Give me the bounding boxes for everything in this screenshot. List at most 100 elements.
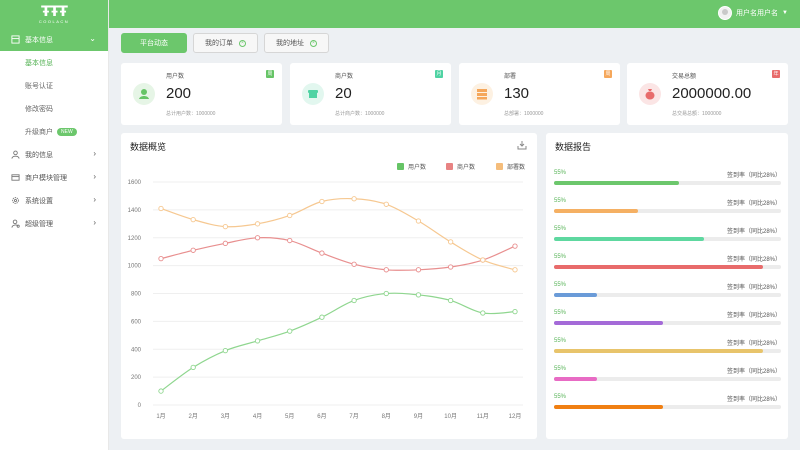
data-point (254, 221, 261, 227)
x-tick-label: 8月 (382, 413, 391, 420)
y-tick-label: 1400 (128, 208, 142, 214)
data-point (222, 223, 229, 230)
data-point (158, 256, 164, 262)
tab-label: 我的订单 (205, 40, 233, 47)
report-label: 签到率（同比28%） (726, 397, 781, 403)
sidebar-item-label: 商户模块管理 (25, 174, 67, 182)
chevron-right-icon: › (93, 149, 96, 158)
progress-fill (554, 209, 638, 213)
sidebar-subitem-basic-info[interactable]: 基本信息 (0, 51, 108, 74)
card-icon (11, 174, 20, 181)
stat-card-merchants: 商户数 20 总计商户数：1000000 月 (290, 63, 451, 125)
data-point (383, 290, 389, 297)
data-point (512, 267, 518, 273)
x-tick-label: 12月 (509, 413, 522, 420)
data-point (287, 237, 293, 244)
progress-track (554, 321, 781, 325)
data-point (447, 297, 454, 304)
progress-track (554, 181, 781, 185)
data-point (287, 212, 293, 219)
data-point (383, 201, 389, 207)
tab-my-address[interactable]: 我的地址 × (264, 33, 329, 53)
caret-down-icon: ▼ (782, 10, 788, 16)
report-percent: 55% (554, 366, 567, 372)
data-point (383, 267, 389, 273)
logo-mark: ŦŦŦ (41, 3, 68, 20)
data-point (351, 196, 357, 202)
report-label: 签到率（同比28%） (726, 313, 781, 319)
chevron-right-icon: › (93, 172, 96, 181)
legend-item-merchants[interactable]: 商户数 (446, 162, 475, 171)
user-icon (11, 150, 20, 159)
tab-platform-news[interactable]: 平台动态 (121, 33, 187, 53)
stat-title: 交易总额 (672, 74, 697, 80)
legend-item-deploy[interactable]: 部署数 (496, 162, 525, 171)
stat-subtitle: 总计商户数：1000000 (335, 111, 385, 117)
data-point (254, 235, 261, 241)
progress-fill (554, 181, 679, 185)
panel-title: 数据报告 (555, 142, 592, 152)
sidebar-subitem-label: 账号认证 (25, 82, 53, 90)
report-row: 55% 签到率（同比28%） (554, 198, 781, 218)
sidebar-item-merchant-module[interactable]: 商户模块管理 › (0, 166, 108, 189)
logo[interactable]: ŦŦŦ COOLACN (0, 0, 108, 28)
data-point (319, 250, 325, 256)
data-point (512, 243, 518, 249)
close-tab-icon[interactable]: × (239, 39, 246, 47)
user-icon (133, 83, 155, 105)
stat-card-transaction-total: 交易总额 2000000.00 总交易总额：1000000 年 (627, 63, 788, 125)
report-row: 55% 签到率（同比28%） (554, 394, 781, 414)
money-bag-icon (639, 83, 661, 105)
sidebar-item-my-info[interactable]: 我的信息 › (0, 143, 108, 166)
progress-track (554, 377, 781, 381)
sidebar-subitem-change-password[interactable]: 修改密码 (0, 97, 108, 120)
sidebar-subitem-label: 升级商户 (25, 128, 53, 136)
user-menu[interactable]: 用户名用户名 ▼ (718, 6, 788, 20)
period-badge: 周 (604, 70, 612, 78)
stat-subtitle: 总部署：1000000 (504, 111, 544, 117)
report-label: 签到率（同比28%） (726, 369, 781, 375)
data-point (158, 388, 164, 394)
data-point (415, 218, 422, 224)
report-percent: 55% (554, 282, 567, 288)
sidebar-subitem-label: 修改密码 (25, 105, 53, 113)
report-panel: 数据报告 55% 签到率（同比28%） 55% 签到率（同比28%） 55% 签到率（同比… (546, 133, 788, 439)
y-tick-label: 800 (131, 292, 142, 298)
y-tick-label: 0 (138, 403, 142, 409)
close-tab-icon[interactable]: × (310, 39, 317, 47)
report-row: 55% 签到率（同比28%） (554, 254, 781, 274)
panel-title: 数据概览 (130, 142, 167, 152)
tab-label: 平台动态 (140, 40, 168, 47)
sidebar-item-basic-info[interactable]: 基本信息 ⌄ (0, 28, 108, 51)
legend-item-users[interactable]: 用户数 (397, 162, 426, 171)
legend-swatch (496, 163, 503, 170)
progress-fill (554, 293, 598, 297)
report-percent: 55% (554, 226, 567, 232)
sidebar-item-super-admin[interactable]: 超级管理 › (0, 212, 108, 235)
report-row: 55% 签到率（同比28%） (554, 366, 781, 386)
username: 用户名用户名 (736, 10, 779, 17)
x-tick-label: 3月 (221, 413, 230, 420)
data-point (351, 261, 357, 267)
progress-fill (554, 265, 763, 269)
sidebar-item-system-settings[interactable]: 系统设置 › (0, 189, 108, 212)
stat-title: 部署 (504, 74, 517, 80)
report-row: 55% 签到率（同比28%） (554, 310, 781, 330)
period-badge: 年 (772, 70, 780, 78)
sidebar: ŦŦŦ COOLACN 基本信息 ⌄ 基本信息 账号认证 修改密码 升级商户 NE… (0, 0, 109, 450)
shop-icon (302, 83, 324, 105)
series-line-2 (160, 197, 516, 271)
report-percent: 55% (554, 170, 567, 176)
data-point (480, 310, 486, 316)
progress-track (554, 405, 781, 409)
stat-title: 商户数 (335, 74, 354, 80)
y-tick-label: 1000 (128, 264, 142, 270)
sidebar-subitem-upgrade-merchant[interactable]: 升级商户 NEW (0, 120, 108, 143)
report-label: 签到率（同比28%） (726, 341, 781, 347)
top-bar: 用户名用户名 ▼ (109, 0, 800, 28)
report-label: 签到率（同比28%） (726, 229, 781, 235)
sidebar-subitem-account-verify[interactable]: 账号认证 (0, 74, 108, 97)
download-icon[interactable] (517, 140, 527, 150)
x-tick-label: 1月 (156, 413, 165, 420)
tab-my-orders[interactable]: 我的订单 × (193, 33, 258, 53)
